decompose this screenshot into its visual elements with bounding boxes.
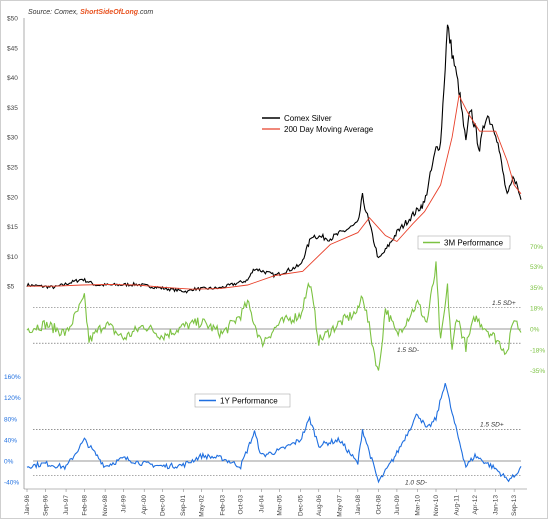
perf-1y-y-ticks: 160% 120% 80% 40% 0% -40% bbox=[4, 374, 21, 487]
price-y-ticks: $5 $10 $15 $20 $25 $30 $35 $40 $45 $50 bbox=[7, 16, 18, 291]
price-tick-label: $10 bbox=[7, 254, 18, 261]
perf-1y-tick-label: 40% bbox=[4, 437, 17, 444]
price-tick-label: $50 bbox=[7, 16, 18, 23]
perf-1y-tick-label: 160% bbox=[4, 374, 21, 381]
legend-price-label: Comex Silver bbox=[284, 114, 332, 123]
perf-3m-plot: 1.5 SD+ 1.5 SD- bbox=[26, 261, 522, 371]
perf-3m-y-ticks: 70% 53% 35% 18% 0% -18% -35% bbox=[530, 244, 545, 375]
price-series-line bbox=[26, 24, 522, 294]
perf-3m-legend: 3M Performance bbox=[417, 235, 511, 250]
price-tick-label: $35 bbox=[7, 105, 18, 112]
x-tick-label: Jan-13 bbox=[493, 495, 500, 515]
perf-3m-upper-sd-label: 1.5 SD+ bbox=[492, 300, 516, 307]
perf-3m-series-line bbox=[26, 261, 522, 371]
perf-3m-tick-label: 70% bbox=[530, 244, 543, 251]
price-legend: Comex Silver 200 Day Moving Average bbox=[258, 110, 374, 136]
x-tick-label: Oct-03 bbox=[238, 495, 245, 515]
legend-3m-label: 3M Performance bbox=[444, 239, 504, 248]
perf-3m-tick-label: 53% bbox=[530, 264, 543, 271]
x-tick-label: Jul-04 bbox=[258, 495, 265, 513]
price-legend-box bbox=[258, 110, 366, 136]
x-tick-label: Sep-01 bbox=[180, 495, 187, 516]
perf-3m-tick-label: -35% bbox=[530, 368, 545, 375]
perf-1y-series-line bbox=[26, 383, 522, 484]
x-axis-ticks: Jan-96 Sep-96 Jun-97 Feb-98 Nov-98 Jul-99 Apr-… bbox=[24, 489, 518, 517]
perf-1y-tick-label: -40% bbox=[4, 480, 19, 487]
x-tick-label: Nov-10 bbox=[433, 495, 440, 516]
perf-1y-upper-sd-label: 1.5 SD+ bbox=[480, 421, 504, 428]
perf-3m-legend-box bbox=[417, 235, 511, 250]
price-tick-label: $45 bbox=[7, 45, 18, 52]
price-tick-label: $15 bbox=[7, 224, 18, 231]
source-brand: ShortSideOfLong bbox=[80, 9, 139, 16]
perf-3m-tick-label: 18% bbox=[530, 305, 543, 312]
perf-3m-tick-label: -18% bbox=[530, 348, 545, 355]
x-tick-label: Aug-06 bbox=[316, 495, 323, 516]
x-tick-label: Oct-08 bbox=[376, 495, 383, 515]
x-tick-label: Jan-08 bbox=[355, 495, 362, 515]
x-tick-label: Sep-13 bbox=[511, 495, 518, 516]
perf-3m-tick-label: 0% bbox=[530, 327, 540, 334]
perf-3m-lower-sd-label: 1.5 SD- bbox=[397, 347, 420, 354]
x-tick-label: Apr-00 bbox=[141, 495, 148, 515]
x-tick-label: May-07 bbox=[336, 495, 343, 517]
legend-ma-label: 200 Day Moving Average bbox=[284, 125, 374, 134]
perf-3m-tick-label: 35% bbox=[530, 285, 543, 292]
x-tick-label: Mar-05 bbox=[277, 495, 284, 516]
ma-series-line bbox=[27, 94, 522, 290]
x-tick-label: Apr-12 bbox=[472, 495, 479, 515]
x-tick-label: Aug-11 bbox=[454, 495, 461, 516]
price-tick-label: $5 bbox=[7, 284, 15, 291]
source-text: Source: Comex, ShortSideOfLong.com bbox=[28, 9, 153, 16]
price-tick-label: $20 bbox=[7, 194, 18, 201]
perf-1y-lower-sd-label: 1.0 SD- bbox=[405, 479, 428, 486]
perf-1y-plot: 1.5 SD+ 1.0 SD- bbox=[26, 383, 522, 486]
x-tick-label: Sep-96 bbox=[42, 495, 49, 516]
price-plot bbox=[26, 24, 522, 294]
perf-1y-legend-box bbox=[194, 393, 291, 408]
x-tick-label: Jun-09 bbox=[394, 495, 401, 515]
perf-1y-tick-label: 120% bbox=[4, 395, 21, 402]
perf-1y-tick-label: 80% bbox=[4, 416, 17, 423]
x-tick-label: Jan-96 bbox=[24, 495, 31, 515]
x-tick-label: Feb-98 bbox=[81, 495, 88, 516]
price-tick-label: $30 bbox=[7, 135, 18, 142]
x-tick-label: Jun-97 bbox=[63, 495, 70, 515]
x-tick-label: Dec-00 bbox=[160, 495, 167, 516]
perf-1y-tick-label: 0% bbox=[4, 459, 14, 466]
x-tick-label: Dec-05 bbox=[297, 495, 304, 516]
x-tick-label: May-02 bbox=[199, 495, 206, 517]
price-tick-label: $40 bbox=[7, 75, 18, 82]
x-tick-label: Mar-10 bbox=[415, 495, 422, 516]
legend-1y-label: 1Y Performance bbox=[220, 397, 278, 406]
x-tick-label: Jul-99 bbox=[121, 495, 128, 513]
x-tick-label: Feb-03 bbox=[219, 495, 226, 516]
x-tick-label: Nov-98 bbox=[102, 495, 109, 516]
price-tick-label: $25 bbox=[7, 165, 18, 172]
perf-1y-legend: 1Y Performance bbox=[194, 393, 291, 408]
